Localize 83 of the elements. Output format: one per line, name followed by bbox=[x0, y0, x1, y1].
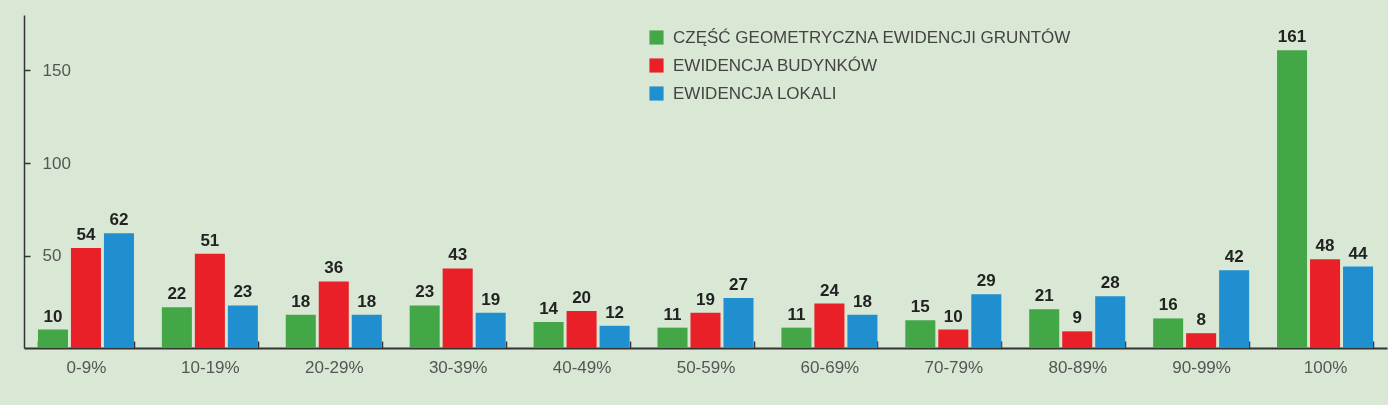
data-label: 28 bbox=[1100, 273, 1120, 293]
data-label: 18 bbox=[852, 291, 872, 311]
data-label: 19 bbox=[481, 289, 501, 309]
data-label: 23 bbox=[233, 282, 253, 302]
bar bbox=[475, 312, 506, 348]
data-label: 11 bbox=[787, 304, 806, 324]
bar bbox=[442, 268, 473, 348]
data-label: 161 bbox=[1277, 27, 1307, 47]
data-label: 44 bbox=[1348, 243, 1369, 263]
bar bbox=[1343, 266, 1374, 348]
data-label: 23 bbox=[415, 282, 435, 302]
data-label: 10 bbox=[43, 306, 63, 326]
x-tick-label: 40-49% bbox=[552, 357, 612, 377]
data-label: 43 bbox=[448, 245, 468, 265]
legend-label: EWIDENCJA BUDYNKÓW bbox=[673, 55, 878, 75]
data-label: 36 bbox=[324, 258, 344, 278]
bar bbox=[161, 307, 192, 348]
bar bbox=[409, 305, 440, 348]
bar bbox=[533, 322, 564, 348]
bar bbox=[1186, 333, 1217, 348]
bar bbox=[657, 327, 688, 348]
bar bbox=[103, 233, 134, 348]
bar bbox=[351, 314, 382, 348]
x-tick-label: 60-69% bbox=[800, 357, 860, 377]
bar bbox=[566, 311, 597, 348]
data-label: 10 bbox=[943, 306, 963, 326]
x-tick-label: 0-9% bbox=[66, 357, 107, 377]
data-label: 29 bbox=[976, 271, 996, 291]
data-label: 20 bbox=[572, 288, 592, 307]
bar bbox=[194, 253, 225, 348]
data-label: 9 bbox=[1072, 308, 1082, 328]
x-tick-label: 80-89% bbox=[1048, 357, 1108, 377]
x-tick-label: 100% bbox=[1303, 357, 1348, 377]
bar bbox=[905, 320, 936, 348]
legend-label: EWIDENCJA LOKALI bbox=[673, 83, 837, 103]
x-tick-label: 50-59% bbox=[676, 357, 736, 377]
y-tick-label: 150 bbox=[42, 61, 71, 80]
data-label: 48 bbox=[1315, 236, 1335, 256]
data-label: 22 bbox=[167, 284, 187, 304]
bar bbox=[70, 248, 101, 348]
bar bbox=[1219, 270, 1250, 348]
data-label: 51 bbox=[200, 230, 220, 250]
bar bbox=[847, 314, 878, 348]
bar bbox=[938, 329, 969, 348]
bar bbox=[1153, 318, 1184, 348]
x-tick-label: 10-19% bbox=[181, 357, 240, 377]
data-label: 19 bbox=[696, 289, 715, 309]
data-label: 18 bbox=[291, 291, 311, 311]
x-tick-label: 70-79% bbox=[924, 357, 984, 377]
data-label: 54 bbox=[76, 225, 96, 245]
data-label: 11 bbox=[663, 304, 682, 324]
data-label: 15 bbox=[910, 297, 930, 317]
bar bbox=[285, 314, 316, 348]
bar bbox=[227, 305, 258, 348]
bar bbox=[1310, 259, 1341, 348]
bar bbox=[1062, 331, 1093, 348]
data-label: 14 bbox=[539, 299, 559, 319]
bar bbox=[781, 327, 812, 348]
data-label: 62 bbox=[109, 210, 129, 230]
data-label: 18 bbox=[357, 291, 377, 311]
bar bbox=[690, 312, 721, 348]
y-tick-label: 50 bbox=[42, 246, 62, 265]
x-tick-label: 90-99% bbox=[1172, 357, 1231, 377]
data-label: 12 bbox=[605, 302, 625, 322]
legend-label: CZĘŚĆ GEOMETRYCZNA EWIDENCJI GRUNTÓW bbox=[673, 27, 1071, 47]
bar bbox=[318, 281, 349, 348]
data-label: 42 bbox=[1224, 247, 1244, 267]
bar bbox=[1029, 309, 1060, 348]
bar bbox=[1277, 50, 1308, 348]
bar bbox=[1095, 296, 1126, 348]
x-tick-label: 20-29% bbox=[304, 357, 364, 377]
bar bbox=[37, 329, 68, 348]
data-label: 8 bbox=[1196, 310, 1206, 330]
bar bbox=[814, 303, 845, 348]
data-label: 21 bbox=[1034, 286, 1054, 306]
data-label: 16 bbox=[1158, 295, 1178, 315]
x-tick-label: 30-39% bbox=[428, 357, 488, 377]
bar bbox=[723, 298, 754, 348]
data-label: 24 bbox=[819, 280, 840, 300]
data-label: 27 bbox=[729, 275, 748, 295]
bar bbox=[971, 294, 1002, 348]
bar bbox=[599, 325, 630, 348]
y-tick-label: 100 bbox=[42, 153, 71, 173]
